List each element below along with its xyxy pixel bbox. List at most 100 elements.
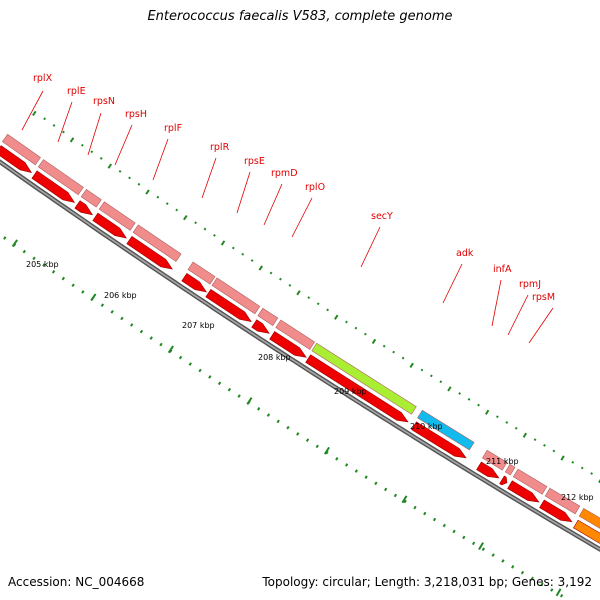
tick-upper (334, 314, 339, 320)
gene-arrow (499, 475, 508, 486)
leader-line (87, 112, 102, 156)
gene-box (257, 307, 279, 327)
tick-upper (52, 124, 56, 127)
gene-arrow (31, 170, 76, 203)
leader-line (442, 263, 463, 304)
tick-lower (403, 499, 407, 504)
tick-lower (71, 283, 75, 288)
tick-upper (522, 432, 528, 438)
tick-lower (188, 362, 192, 366)
tick-upper (429, 374, 433, 378)
gene-label: rpmD (271, 168, 298, 179)
leader-line (263, 183, 283, 226)
tick-upper (288, 283, 292, 287)
gene-box (80, 188, 102, 208)
tick-lower (423, 511, 427, 516)
tick-lower (81, 290, 85, 294)
gene-box (504, 463, 516, 476)
tick-upper (477, 403, 480, 407)
tick-upper (598, 478, 600, 484)
tick-lower (178, 355, 183, 360)
gene-arrow (92, 212, 127, 239)
scale-label: 210 kbp (410, 422, 443, 431)
gene-box (578, 507, 600, 529)
tick-upper (580, 466, 584, 470)
tick-lower (32, 256, 36, 261)
scale-label: 206 kbp (104, 291, 137, 300)
tick-lower (3, 236, 7, 240)
tick-upper (145, 189, 150, 195)
tick-lower (530, 576, 534, 581)
gene-box (311, 342, 417, 415)
tick-upper (99, 156, 103, 160)
gene-features (0, 133, 600, 544)
tick-lower (198, 368, 202, 373)
gene-arrow (539, 499, 573, 523)
tick-upper (90, 150, 94, 154)
tick-lower (335, 456, 339, 461)
tick-lower (442, 523, 446, 528)
tick-lower (374, 481, 378, 486)
gene-label: rplO (305, 182, 325, 193)
gene-box (512, 468, 548, 495)
tick-upper (43, 117, 46, 121)
gene-label: infA (493, 264, 512, 275)
tick-lower (217, 381, 222, 386)
tick-lower (491, 553, 495, 557)
scale-label: 212 kbp (561, 493, 594, 502)
tick-upper (505, 421, 509, 424)
gene-arrow (269, 331, 307, 358)
leader-line (360, 226, 381, 268)
tick-lower (550, 588, 554, 592)
leader-line (491, 279, 502, 327)
gene-label: rpsE (244, 156, 265, 167)
tick-marks (3, 110, 600, 598)
tick-lower (227, 387, 232, 392)
tick-lower (42, 263, 46, 267)
tick-lower (364, 475, 368, 479)
tick-upper (371, 338, 377, 345)
tick-lower (315, 444, 319, 449)
tick-upper (467, 397, 471, 401)
leader-line (236, 171, 251, 214)
gene-box (544, 487, 581, 515)
gene-box (132, 224, 182, 262)
tick-major (401, 495, 408, 504)
tick-lower (149, 336, 153, 340)
label-leader-lines (21, 90, 554, 344)
scale-label: 211 kbp (486, 457, 519, 466)
tick-lower (237, 394, 241, 398)
gene-arrow (411, 421, 467, 459)
leader-line (507, 294, 529, 336)
tick-upper (590, 472, 593, 475)
leader-line (528, 307, 554, 344)
tick-lower (354, 469, 359, 473)
tick-lower (276, 419, 280, 424)
tick-lower (384, 487, 388, 492)
tick-lower (130, 323, 134, 327)
gene-arrow (181, 272, 207, 293)
tick-upper (484, 409, 490, 415)
tick-upper (137, 182, 141, 186)
tick-lower (100, 303, 105, 308)
tick-upper (552, 449, 556, 453)
tick-upper (363, 332, 367, 336)
tick-upper (447, 386, 452, 392)
gene-label: rpsN (93, 96, 115, 107)
tick-lower (208, 375, 212, 379)
tick-upper (326, 308, 330, 312)
gene-box (187, 261, 216, 285)
tick-lower (51, 270, 56, 274)
tick-upper (571, 460, 575, 464)
gene-arrow (74, 200, 94, 216)
scale-labels: 205 kbp 206 kbp 207 kbp 208 kbp 209 kbp 210 k… (26, 260, 594, 502)
gene-box (417, 409, 475, 451)
tick-lower (559, 593, 564, 598)
gene-label: rpsH (125, 109, 147, 120)
tick-upper (560, 455, 565, 461)
tick-upper (495, 415, 499, 419)
tick-upper (128, 176, 131, 180)
tick-upper (213, 234, 216, 237)
tick-lower (257, 406, 261, 411)
